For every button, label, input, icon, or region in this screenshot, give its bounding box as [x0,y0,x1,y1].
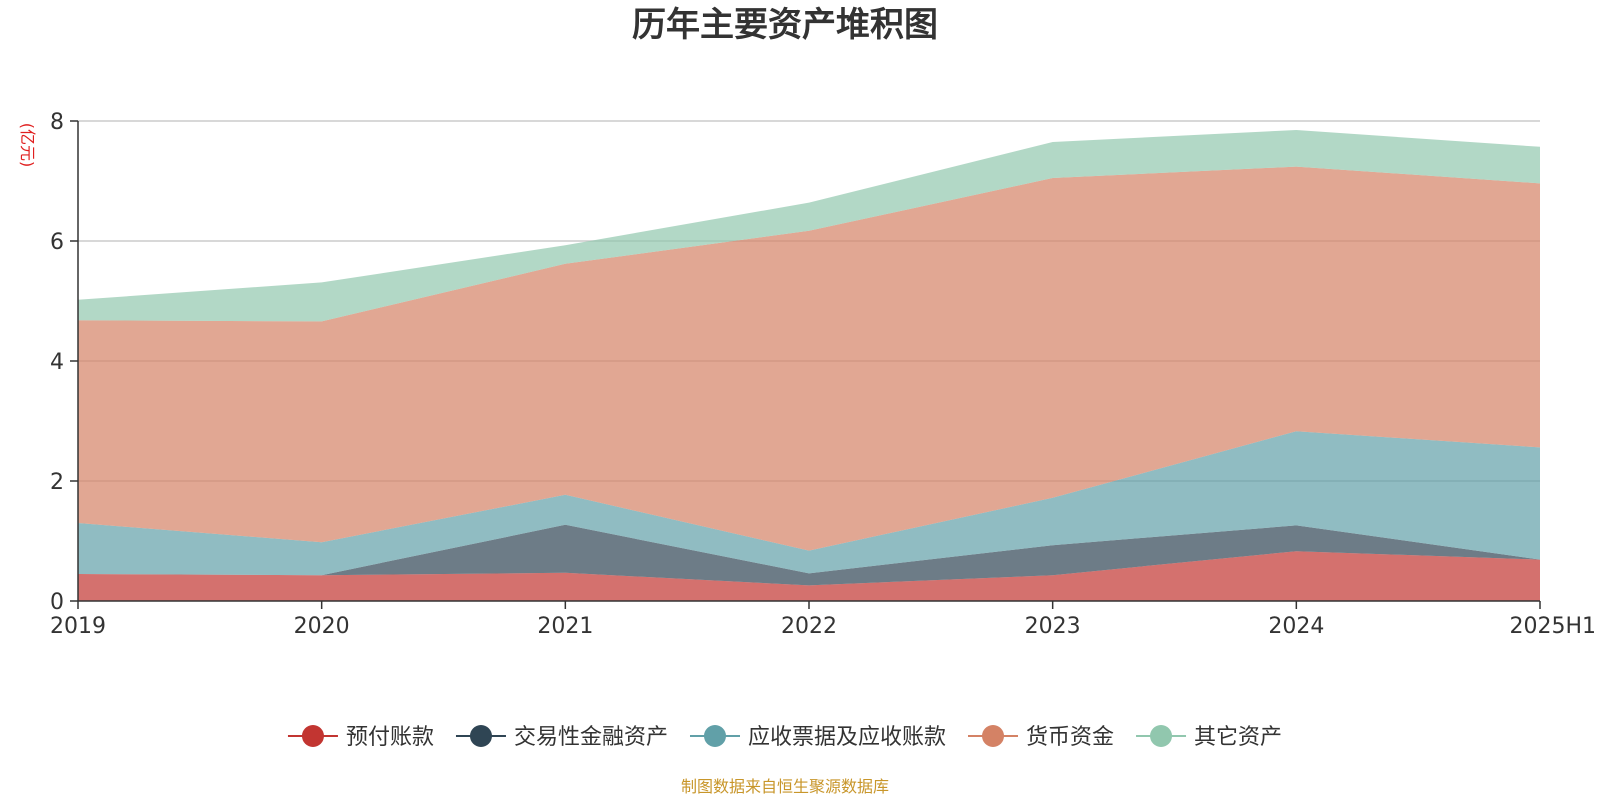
legend-label: 应收票据及应收账款 [748,725,946,750]
legend-item[interactable]: 交易性金融资产 [455,725,668,750]
plot-areas [78,130,1540,601]
y-tick-label: 6 [50,230,64,255]
y-tick-label: 0 [50,590,64,615]
legend-item[interactable]: 预付账款 [287,725,434,750]
area-series-0 [78,551,1540,601]
legend-item[interactable]: 应收票据及应收账款 [689,725,946,750]
y-axis-unit: (亿元) [18,123,37,168]
x-tick-label: 2021 [537,614,593,639]
legend-item[interactable]: 货币资金 [968,725,1114,750]
x-tick-label: 2023 [1025,614,1081,639]
y-tick-label: 4 [50,350,64,375]
x-tick-label: 2022 [781,614,837,639]
area-series-1 [78,524,1540,586]
legend-circle-marker [301,725,324,747]
data-source: 制图数据来自恒生聚源数据库 [681,777,889,796]
legend-item[interactable]: 其它资产 [1136,725,1282,750]
legend-label: 交易性金融资产 [514,725,668,750]
legend-circle-marker [469,725,492,747]
legend-circle-marker [1150,725,1173,747]
y-tick-label: 2 [50,470,64,495]
x-tick-label: 2020 [294,614,350,639]
y-tick-label: 8 [50,110,64,135]
area-series-4 [78,130,1540,322]
legend-label: 货币资金 [1026,725,1114,750]
legend-circle-marker [703,725,726,747]
legend-label: 其它资产 [1194,725,1282,750]
legend-label: 预付账款 [346,725,434,750]
chart-title: 历年主要资产堆积图 [632,5,938,45]
x-tick-label: 2024 [1268,614,1324,639]
legend: 预付账款 交易性金融资产 应收票据及应收账款 货币资金 其它资产 [287,725,1282,750]
legend-circle-marker [982,725,1005,747]
x-tick-label: 2025H1 [1509,614,1596,639]
x-tick-label: 2019 [50,614,106,639]
area-series-3 [78,166,1540,551]
area-series-2 [78,431,1540,576]
axes: 0 2 4 6 8 2019 2020 2021 2022 2023 2024 2025H1 [50,110,1596,639]
